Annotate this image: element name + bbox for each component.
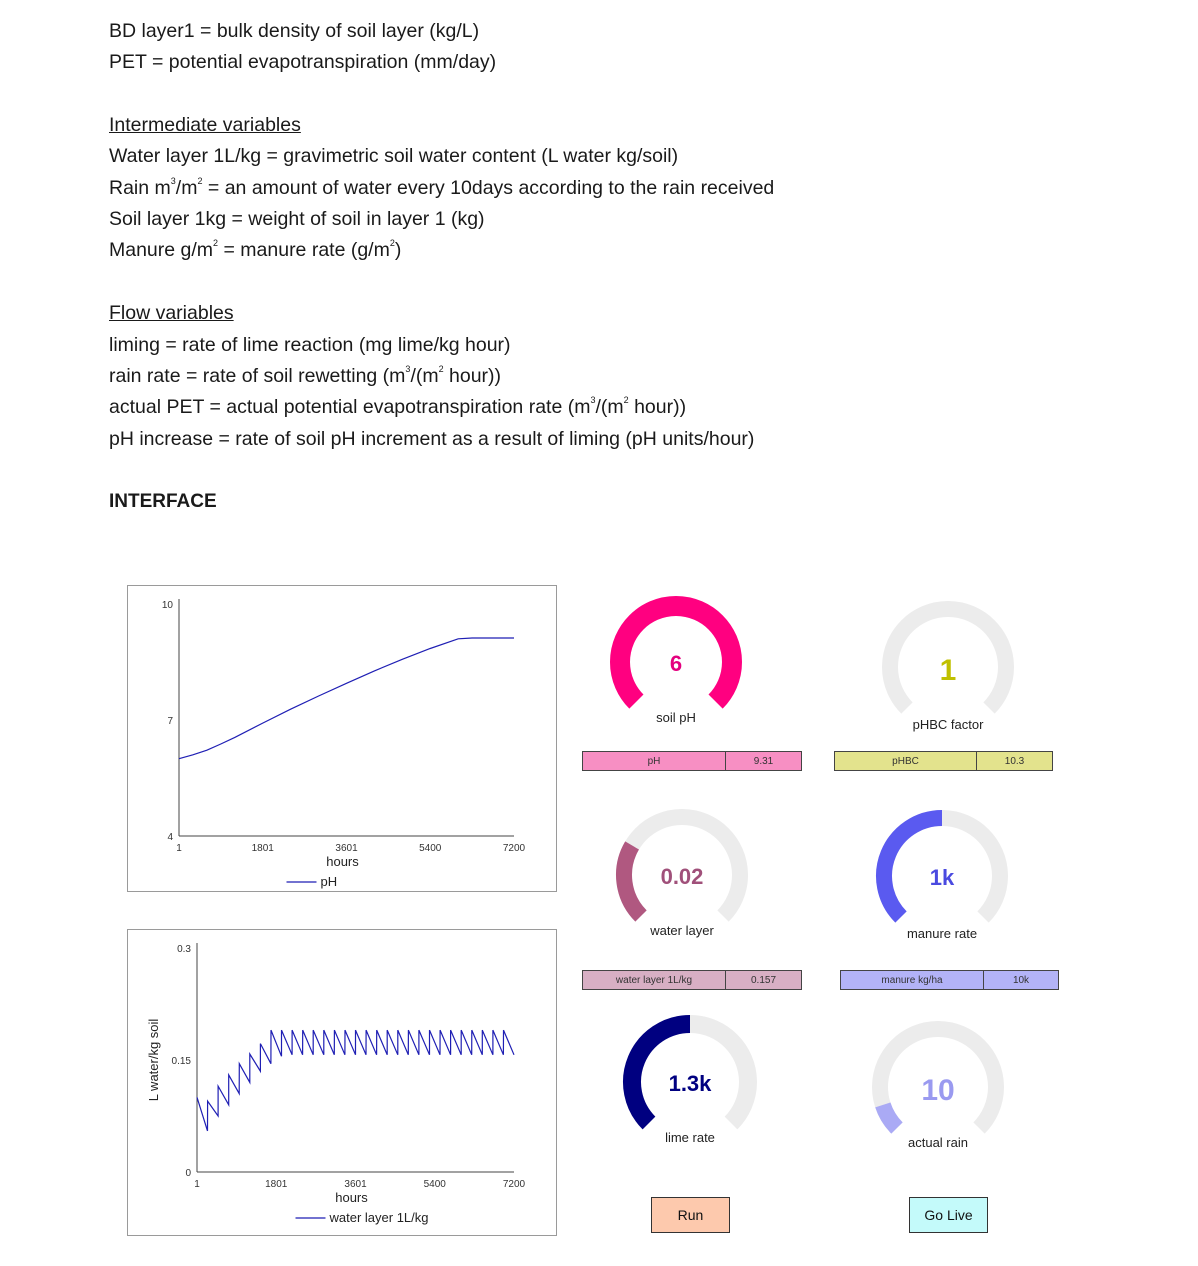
ph-monitor-name: pH	[583, 752, 726, 770]
water-plot-series-line	[196, 1029, 515, 1132]
actual-rain-track	[872, 1021, 1004, 1134]
flow-heading: Flow variables	[109, 302, 234, 324]
soil-ph-value: 6	[670, 651, 682, 676]
soil-ph-fill	[610, 596, 742, 709]
lime-rate-label: lime rate	[665, 1130, 715, 1145]
actual-rain-fill	[875, 1102, 903, 1134]
interface-heading: INTERFACE	[109, 491, 217, 512]
rain-definition: Rain m3/m2 = an amount of water every 10…	[109, 176, 775, 199]
soil-definition: Soil layer 1kg = weight of soil in layer…	[109, 208, 485, 230]
water-plot-xtick: 3601	[344, 1179, 367, 1190]
manure-rate-gauge: 1k manure rate	[876, 810, 1008, 941]
water-layer-value: 0.02	[661, 864, 704, 889]
manure-rate-fill	[876, 810, 943, 923]
manure-rate-label: manure rate	[907, 926, 977, 941]
ph-increase-definition: pH increase = rate of soil pH increment …	[109, 428, 755, 450]
ph-plot-xtick: 7200	[503, 843, 526, 854]
ph-plot-xtick: 3601	[335, 843, 358, 854]
ph-plot-svg: 1 1801 3601 5400 7200 10 7 4 hours pH	[162, 599, 526, 889]
bd-definition: BD layer1 = bulk density of soil layer (…	[109, 20, 480, 42]
water-plot-svg: 1 1801 3601 5400 7200 0.3 0.15 0 hours L water/kg…	[146, 943, 526, 1225]
water-layer-fill	[616, 841, 647, 922]
manure-monitor: manure kg/ha 10k	[840, 970, 1059, 990]
phbc-monitor: pHBC 10.3	[834, 751, 1053, 771]
actual-rain-value: 10	[921, 1074, 954, 1107]
ph-plot-ytick: 7	[167, 716, 173, 727]
water-plot-xtick: 1801	[265, 1179, 288, 1190]
ph-plot-ytick: 10	[162, 600, 174, 611]
phbc-monitor-name: pHBC	[835, 752, 977, 770]
lime-rate-fill	[623, 1015, 691, 1130]
manure-monitor-name: manure kg/ha	[841, 971, 984, 989]
phbc-factor-gauge: 1 pHBC factor	[882, 601, 1014, 732]
soil-ph-gauge: 6 soil pH	[610, 596, 742, 725]
ph-plot-series-line	[178, 637, 514, 760]
ph-plot-xlabel: hours	[326, 854, 359, 869]
water-monitor-value: 0.157	[750, 974, 777, 986]
water-monitor: water layer 1L/kg 0.157	[582, 970, 802, 990]
manure-monitor-value: 10k	[1012, 974, 1030, 986]
phbc-monitor-value: 10.3	[1004, 755, 1025, 767]
water-definition: Water layer 1L/kg = gravimetric soil wat…	[109, 145, 679, 167]
ph-plot: 1 1801 3601 5400 7200 10 7 4 hours pH	[127, 585, 557, 892]
lime-rate-gauge: 1.3k lime rate	[623, 1015, 757, 1145]
water-plot-xtick: 7200	[503, 1179, 526, 1190]
water-plot-ytick: 0.15	[172, 1056, 192, 1067]
actual-rain-label: actual rain	[908, 1135, 968, 1150]
water-plot-ytick: 0	[185, 1168, 191, 1179]
water-plot-legend-label: water layer 1L/kg	[329, 1210, 429, 1225]
water-plot-ytick: 0.3	[177, 944, 191, 955]
ph-plot-xtick: 1801	[252, 843, 275, 854]
ph-monitor: pH 9.31	[582, 751, 802, 771]
water-plot-xlabel: hours	[335, 1190, 368, 1205]
rainrate-definition: rain rate = rate of soil rewetting (m3/(…	[109, 364, 502, 387]
water-plot: 1 1801 3601 5400 7200 0.3 0.15 0 hours L water/kg…	[127, 929, 557, 1236]
actual-rain-gauge: 10 actual rain	[872, 1021, 1004, 1150]
ph-plot-legend-label: pH	[321, 874, 338, 889]
go-live-button[interactable]: Go Live	[909, 1197, 988, 1233]
run-button[interactable]: Run	[651, 1197, 730, 1233]
intermediate-heading: Intermediate variables	[109, 114, 301, 136]
phbc-track	[882, 601, 1014, 714]
ph-plot-ytick: 4	[167, 832, 173, 843]
water-layer-gauge: 0.02 water layer	[616, 809, 748, 938]
water-plot-xtick: 5400	[424, 1179, 447, 1190]
water-layer-label: water layer	[649, 923, 714, 938]
ph-plot-xtick: 5400	[419, 843, 442, 854]
phbc-value: 1	[940, 654, 957, 687]
actual-pet-definition: actual PET = actual potential evapotrans…	[109, 395, 687, 418]
soil-ph-label: soil pH	[656, 710, 696, 725]
manure-definition: Manure g/m2 = manure rate (g/m2)	[109, 238, 402, 261]
water-monitor-name: water layer 1L/kg	[583, 971, 726, 989]
liming-definition: liming = rate of lime reaction (mg lime/…	[109, 334, 511, 356]
ph-plot-xtick: 1	[176, 843, 182, 854]
water-plot-ylabel: L water/kg soil	[146, 1019, 161, 1102]
lime-rate-value: 1.3k	[669, 1071, 713, 1096]
manure-rate-value: 1k	[930, 865, 955, 890]
water-plot-xtick: 1	[194, 1179, 200, 1190]
pet-definition: PET = potential evapotranspiration (mm/d…	[109, 51, 497, 73]
phbc-label: pHBC factor	[913, 717, 984, 732]
ph-monitor-value: 9.31	[753, 755, 774, 767]
